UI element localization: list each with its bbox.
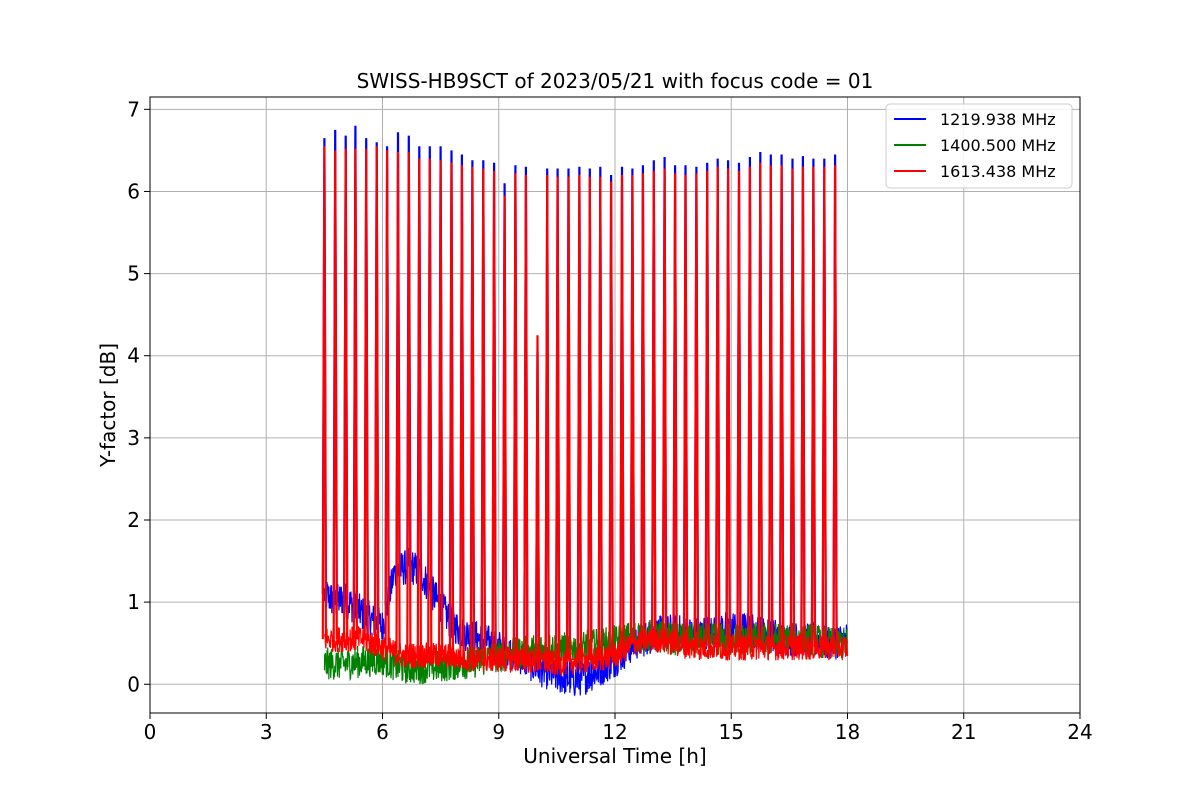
plot-area — [321, 125, 849, 697]
x-tick-label: 18 — [835, 720, 860, 744]
spike — [332, 150, 338, 640]
x-tick-label: 6 — [376, 720, 389, 744]
spike — [757, 162, 763, 648]
chart-title: SWISS-HB9SCT of 2023/05/21 with focus co… — [357, 69, 874, 93]
spike — [661, 168, 668, 642]
y-tick-label: 0 — [127, 672, 140, 696]
spike — [427, 158, 433, 656]
legend-label: 1400.500 MHz — [940, 136, 1056, 155]
spike — [810, 166, 816, 648]
x-axis-label: Universal Time [h] — [523, 744, 706, 768]
spike — [416, 158, 422, 656]
spike — [800, 166, 806, 648]
spike — [747, 166, 753, 648]
x-tick-label: 3 — [260, 720, 273, 744]
spike — [587, 176, 593, 661]
spike — [512, 173, 519, 660]
x-tick-label: 21 — [951, 720, 976, 744]
y-tick-label: 3 — [127, 426, 140, 450]
series-noise-line — [323, 626, 849, 677]
y-tick-label: 1 — [127, 590, 140, 614]
spike — [704, 170, 710, 648]
y-axis-label: Y-factor [dB] — [96, 343, 120, 468]
series-3 — [321, 146, 849, 677]
spike — [768, 165, 774, 648]
spike — [352, 148, 358, 640]
spike — [555, 176, 561, 664]
spike — [544, 174, 550, 663]
x-tick-label: 24 — [1067, 720, 1092, 744]
x-tick-label: 0 — [144, 720, 157, 744]
legend-box — [885, 103, 1073, 189]
spike — [725, 168, 731, 648]
spike — [480, 168, 486, 660]
spike — [363, 148, 369, 641]
spike — [640, 173, 646, 642]
spike — [384, 150, 390, 650]
spike — [395, 151, 401, 654]
spike — [534, 335, 541, 662]
y-tick-label: 2 — [127, 508, 140, 532]
spike — [597, 176, 603, 659]
spike — [682, 174, 689, 646]
spike — [438, 160, 444, 656]
x-axis: 0 3 6 9 12 15 18 21 24 — [144, 713, 1093, 744]
spike — [779, 165, 785, 648]
legend-label: 1613.438 MHz — [940, 162, 1056, 181]
spike — [608, 181, 614, 657]
spike — [629, 174, 636, 645]
spike — [469, 166, 475, 660]
spike — [672, 173, 678, 644]
y-tick-label: 7 — [127, 97, 140, 121]
spike — [789, 168, 796, 648]
spike — [619, 174, 625, 652]
spike — [523, 174, 529, 661]
y-tick-label: 6 — [127, 179, 140, 203]
spike — [832, 165, 838, 648]
spike — [321, 146, 327, 640]
spike — [821, 166, 827, 648]
spike — [651, 170, 657, 640]
spike — [343, 148, 349, 640]
y-tick-label: 5 — [127, 262, 140, 286]
y-axis: 0 1 2 3 4 5 6 7 — [127, 97, 150, 696]
x-tick-label: 12 — [602, 720, 627, 744]
legend: 1219.938 MHz 1400.500 MHz 1613.438 MHz — [885, 103, 1073, 189]
spike — [459, 165, 465, 659]
spike — [374, 146, 380, 645]
spike — [406, 151, 412, 656]
spike — [715, 166, 721, 648]
spike — [565, 176, 572, 663]
spike — [448, 162, 455, 657]
legend-label: 1219.938 MHz — [940, 110, 1056, 129]
series-noise-line — [323, 547, 848, 697]
spike — [576, 174, 582, 662]
spike — [736, 170, 742, 648]
spike — [501, 195, 508, 660]
x-tick-label: 9 — [492, 720, 505, 744]
y-tick-label: 4 — [127, 344, 140, 368]
spike — [491, 170, 497, 660]
x-tick-label: 15 — [719, 720, 744, 744]
spike — [693, 173, 699, 648]
